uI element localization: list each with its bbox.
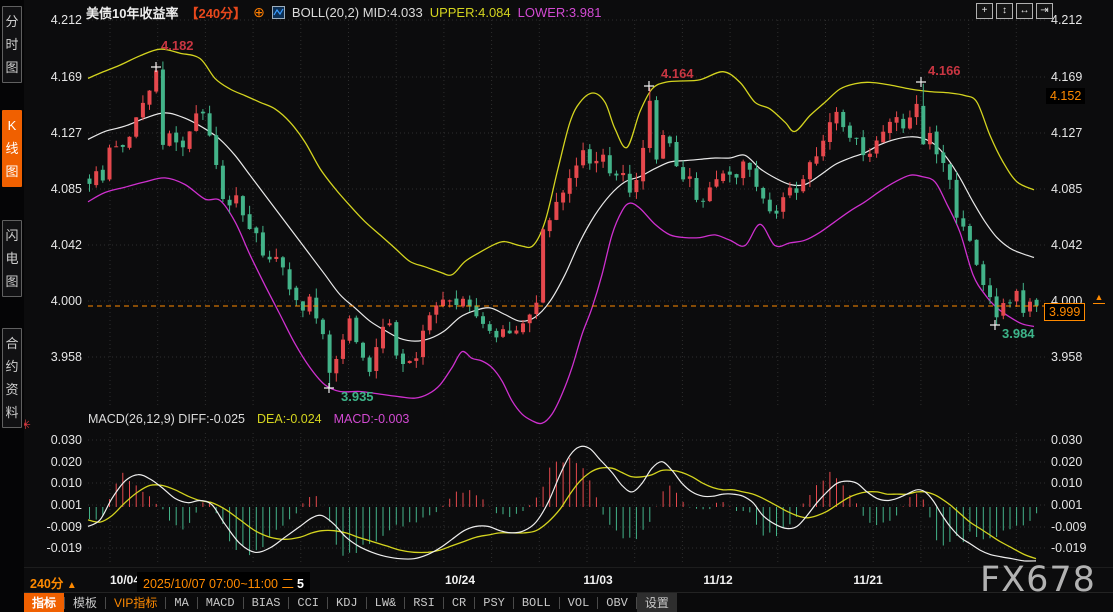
period-selector-button[interactable]: 240分 ▲ <box>30 573 77 592</box>
sidebar-tab-K线图[interactable]: K线图 <box>2 110 22 187</box>
price-tick-label: 4.169 <box>32 70 82 84</box>
toolbar-item-CCI[interactable]: CCI <box>289 595 327 611</box>
toolbar-item-指标[interactable]: 指标 <box>24 593 64 612</box>
toolbar-item-LW&[interactable]: LW& <box>367 595 405 611</box>
macd-tick-label: 0.001 <box>32 498 82 512</box>
trading-app-window: 分时图 K线图闪电图合约资料 美债10年收益率 【240分】 ⊕ BOLL(20,… <box>0 0 1113 612</box>
goto-latest-icon[interactable]: ⇥ <box>1036 3 1053 19</box>
price-annotation: 3.935 <box>341 389 374 404</box>
latest-price-arrow-icon[interactable]: ▲ <box>1093 293 1105 304</box>
date-tick-11/21: 11/21 <box>846 573 890 587</box>
macd-tick-label: 0.020 <box>32 455 82 469</box>
period-dropdown-arrow-icon: ▲ <box>67 580 77 591</box>
add-favorite-icon[interactable]: ⊕ <box>253 6 265 19</box>
macd-tick-label: 0.010 <box>1051 476 1101 490</box>
bar-info-tooltip: 2025/10/07 07:00~11:00 二5 <box>137 572 310 593</box>
toolbar-item-OBV[interactable]: OBV <box>598 595 636 611</box>
macd-tick-label: 0.020 <box>1051 455 1101 469</box>
macd-tick-label: -0.019 <box>1051 541 1101 555</box>
boll-upper-label: UPPER:4.084 <box>430 5 511 20</box>
indicator-toolbar: 指标模板VIP指标MAMACDBIASCCIKDJLW&RSICRPSYBOLL… <box>24 592 1113 612</box>
macd-tick-label: -0.009 <box>1051 520 1101 534</box>
chart-header: 美债10年收益率 【240分】 ⊕ BOLL(20,2) MID:4.033 U… <box>86 3 601 21</box>
sidebar-tab-合约资料[interactable]: 合约资料 <box>2 328 22 428</box>
price-tick-label: 4.085 <box>1051 182 1101 196</box>
toolbar-item-KDJ[interactable]: KDJ <box>328 595 366 611</box>
axis-zoom-horizontal-icon[interactable]: ↔ <box>1016 3 1033 19</box>
sidebar-tab-分时图[interactable]: 分时图 <box>2 6 22 83</box>
instrument-title: 美债10年收益率 <box>86 3 178 22</box>
toolbar-item-MA[interactable]: MA <box>166 595 196 611</box>
macd-value-label: MACD:-0.003 <box>334 412 410 426</box>
price-tick-label: 4.127 <box>1051 126 1101 140</box>
tooltip-datetime: 2025/10/07 07:00~11:00 二 <box>143 577 294 591</box>
date-tick-11/03: 11/03 <box>576 573 620 587</box>
chart-canvas[interactable] <box>0 0 1113 612</box>
price-tick-label: 3.958 <box>1051 350 1101 364</box>
macd-header: MACD(26,12,9) DIFF:-0.025 DEA:-0.024 MAC… <box>88 412 409 426</box>
price-tick-label: 4.042 <box>32 238 82 252</box>
current-price-tag: 3.999 <box>1044 303 1085 321</box>
macd-tick-label: -0.019 <box>32 541 82 555</box>
toolbar-item-CR[interactable]: CR <box>444 595 474 611</box>
toolbar-item-PSY[interactable]: PSY <box>475 595 513 611</box>
marked-price-tag: 4.152 <box>1046 88 1085 104</box>
price-annotation: 4.166 <box>928 63 961 78</box>
toolbar-item-BIAS[interactable]: BIAS <box>244 595 289 611</box>
axis-zoom-vertical-icon[interactable]: ↕ <box>996 3 1013 19</box>
boll-indicator-label: BOLL(20,2) MID:4.033 <box>292 5 423 20</box>
toolbar-item-RSI[interactable]: RSI <box>405 595 443 611</box>
macd-tick-label: 0.030 <box>1051 433 1101 447</box>
price-annotation: 4.164 <box>661 66 694 81</box>
price-tick-label: 4.212 <box>32 13 82 27</box>
price-tick-label: 4.085 <box>32 182 82 196</box>
date-tick-10/24: 10/24 <box>438 573 482 587</box>
price-tick-label: 4.127 <box>32 126 82 140</box>
toolbar-item-模板[interactable]: 模板 <box>65 593 105 612</box>
macd-tick-label: 0.001 <box>1051 498 1101 512</box>
boll-lower-label: LOWER:3.981 <box>518 5 602 20</box>
toolbar-item-设置[interactable]: 设置 <box>637 593 677 612</box>
date-tick-11/12: 11/12 <box>696 573 740 587</box>
toolbar-item-VIP指标[interactable]: VIP指标 <box>106 593 165 612</box>
macd-tick-label: 0.030 <box>32 433 82 447</box>
price-tick-label: 4.212 <box>1051 13 1101 27</box>
boll-mini-chart-icon[interactable] <box>272 5 285 20</box>
chart-tool-icons: +↕↔⇥ <box>976 3 1053 19</box>
toolbar-item-BOLL[interactable]: BOLL <box>514 595 559 611</box>
macd-tick-label: 0.010 <box>32 476 82 490</box>
macd-diff-label: MACD(26,12,9) DIFF:-0.025 <box>88 412 245 426</box>
price-tick-label: 4.169 <box>1051 70 1101 84</box>
price-annotation: 4.182 <box>161 38 194 53</box>
tooltip-count: 5 <box>297 577 304 591</box>
toolbar-item-MACD[interactable]: MACD <box>198 595 243 611</box>
price-annotation: 3.984 <box>1002 326 1035 341</box>
period-label: 240分 <box>30 577 63 591</box>
toolbar-item-VOL[interactable]: VOL <box>560 595 598 611</box>
brand-watermark: FX678 <box>980 560 1096 600</box>
period-tag: 【240分】 <box>185 3 246 22</box>
price-tick-label: 4.042 <box>1051 238 1101 252</box>
sidebar-tab-闪电图[interactable]: 闪电图 <box>2 220 22 297</box>
macd-dea-label: DEA:-0.024 <box>257 412 322 426</box>
crosshair-icon[interactable]: + <box>976 3 993 19</box>
macd-tick-label: -0.009 <box>32 520 82 534</box>
date-axis-row: 240分 ▲ 10/0410/2411/0311/1211/21 2025/10… <box>24 568 1113 593</box>
price-tick-label: 3.958 <box>32 350 82 364</box>
sidebar: 分时图 K线图闪电图合约资料 <box>0 0 24 612</box>
price-tick-label: 4.000 <box>32 294 82 308</box>
